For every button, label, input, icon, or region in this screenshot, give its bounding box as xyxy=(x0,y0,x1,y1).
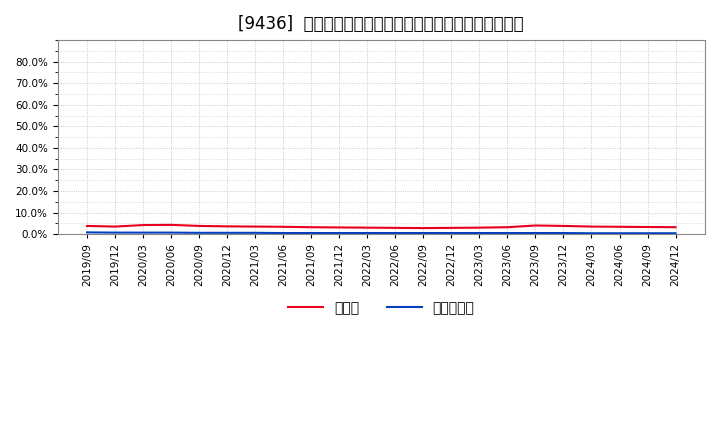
Title: [9436]  現預金、有利子負債の総資産に対する比率の推移: [9436] 現預金、有利子負債の総資産に対する比率の推移 xyxy=(238,15,524,33)
現預金 xyxy=(195,223,204,228)
現預金 xyxy=(279,224,287,229)
有利子負債 xyxy=(615,231,624,236)
有利子負債 xyxy=(447,231,456,236)
現預金 xyxy=(111,224,120,229)
Line: 有利子負債: 有利子負債 xyxy=(87,232,675,233)
有利子負債 xyxy=(475,231,484,236)
現預金 xyxy=(531,223,540,228)
現預金 xyxy=(588,224,596,229)
有利子負債 xyxy=(335,231,343,236)
現預金 xyxy=(615,224,624,229)
現預金 xyxy=(222,224,231,229)
有利子負債 xyxy=(588,231,596,236)
有利子負債 xyxy=(419,231,428,236)
有利子負債 xyxy=(83,230,91,235)
有利子負債 xyxy=(222,230,231,235)
有利子負債 xyxy=(671,231,680,236)
現預金 xyxy=(83,223,91,228)
有利子負債 xyxy=(503,231,512,236)
有利子負債 xyxy=(391,231,400,236)
有利子負債 xyxy=(643,231,652,236)
現預金 xyxy=(139,223,148,228)
有利子負債 xyxy=(363,231,372,236)
有利子負債 xyxy=(251,230,259,235)
現預金 xyxy=(307,224,315,230)
現預金 xyxy=(559,223,568,228)
現預金 xyxy=(419,225,428,231)
有利子負債 xyxy=(111,230,120,235)
Line: 現預金: 現預金 xyxy=(87,225,675,228)
有利子負債 xyxy=(167,230,176,235)
現預金 xyxy=(391,225,400,231)
有利子負債 xyxy=(531,231,540,236)
現預金 xyxy=(475,225,484,230)
有利子負債 xyxy=(195,230,204,235)
現預金 xyxy=(167,222,176,227)
有利子負債 xyxy=(279,231,287,236)
有利子負債 xyxy=(139,230,148,235)
現預金 xyxy=(335,225,343,230)
Legend: 現預金, 有利子負債: 現預金, 有利子負債 xyxy=(282,295,480,320)
現預金 xyxy=(363,225,372,230)
現預金 xyxy=(671,224,680,230)
有利子負債 xyxy=(307,231,315,236)
有利子負債 xyxy=(559,231,568,236)
現預金 xyxy=(643,224,652,230)
現預金 xyxy=(503,224,512,230)
現預金 xyxy=(447,225,456,231)
現預金 xyxy=(251,224,259,229)
